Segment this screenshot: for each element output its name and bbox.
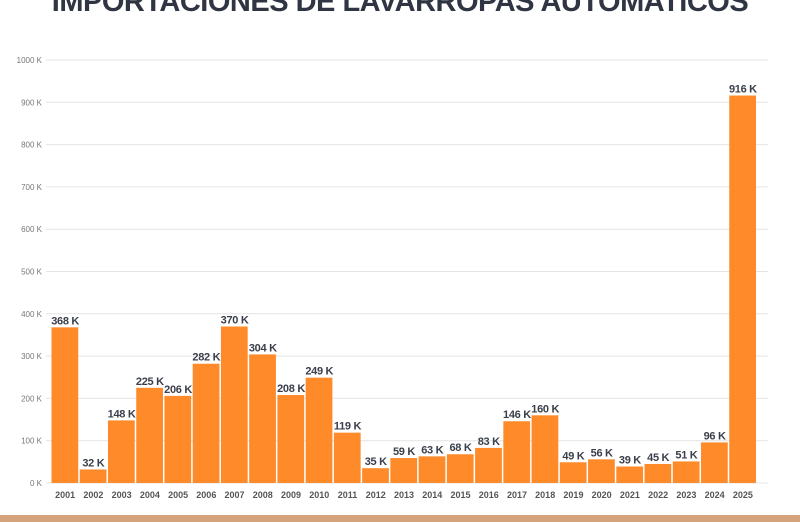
bar — [616, 466, 644, 483]
bar — [559, 462, 587, 483]
bar — [249, 354, 276, 483]
y-tick-label: 100 K — [21, 437, 43, 446]
x-tick-label: 2024 — [705, 490, 725, 500]
y-tick-label: 1000 K — [17, 56, 43, 65]
data-label: 51 K — [675, 449, 697, 461]
data-label: 160 K — [531, 403, 559, 415]
x-tick-label: 2014 — [422, 490, 442, 500]
y-tick-label: 700 K — [21, 183, 43, 192]
bar — [220, 326, 248, 483]
data-label: 96 K — [704, 430, 726, 442]
chart-title: IMPORTACIONES DE LAVARROPAS AUTOMATICOS — [51, 0, 749, 18]
y-tick-label: 900 K — [21, 98, 43, 107]
data-label: 249 K — [305, 366, 333, 378]
x-tick-label: 2007 — [225, 490, 245, 500]
x-tick-label: 2021 — [620, 490, 640, 500]
x-tick-label: 2005 — [168, 490, 188, 500]
data-label: 368 K — [51, 315, 79, 327]
data-label: 32 K — [82, 457, 104, 469]
bar — [51, 327, 79, 483]
data-label: 282 K — [192, 352, 220, 364]
data-label: 39 K — [619, 455, 641, 467]
x-tick-label: 2013 — [394, 490, 414, 500]
bar — [164, 395, 192, 483]
bar — [390, 458, 418, 483]
y-tick-label: 300 K — [21, 352, 43, 361]
x-tick-label: 2004 — [140, 490, 160, 500]
x-tick-label: 2022 — [648, 490, 668, 500]
x-tick-label: 2015 — [450, 490, 470, 500]
x-tick-label: 2018 — [535, 490, 555, 500]
x-tick-label: 2011 — [338, 490, 358, 500]
data-label: 49 K — [562, 450, 584, 462]
bar — [362, 468, 389, 483]
bar — [446, 454, 474, 483]
x-tick-label: 2006 — [196, 490, 216, 500]
x-tick-label: 2012 — [366, 490, 386, 500]
data-label: 206 K — [164, 384, 192, 396]
x-tick-label: 2003 — [112, 490, 132, 500]
x-tick-label: 2023 — [676, 490, 696, 500]
data-label: 304 K — [249, 342, 277, 354]
x-tick-label: 2016 — [479, 490, 499, 500]
x-tick-label: 2008 — [253, 490, 273, 500]
data-label: 63 K — [421, 444, 443, 456]
x-tick-label: 2010 — [309, 490, 329, 500]
x-tick-label: 2020 — [592, 490, 612, 500]
bar — [333, 432, 361, 483]
bar — [305, 377, 333, 483]
x-tick-label: 2002 — [83, 490, 103, 500]
x-tick-label: 2017 — [507, 490, 527, 500]
x-tick-label: 2025 — [733, 490, 753, 500]
y-tick-label: 800 K — [21, 141, 43, 150]
x-tick-label: 2009 — [281, 490, 301, 500]
data-label: 370 K — [221, 314, 249, 326]
data-label: 208 K — [277, 383, 305, 395]
data-label: 56 K — [591, 447, 613, 459]
bar — [588, 459, 615, 483]
bar — [729, 95, 756, 484]
x-tick-label: 2019 — [563, 490, 583, 500]
data-label: 146 K — [503, 409, 531, 421]
data-label: 916 K — [729, 84, 757, 96]
y-tick-label: 500 K — [21, 268, 43, 277]
bar — [503, 421, 531, 483]
bar — [277, 395, 305, 483]
bar — [79, 469, 107, 483]
data-label: 83 K — [478, 436, 500, 448]
data-label: 119 K — [334, 421, 362, 433]
data-label: 45 K — [647, 452, 669, 464]
data-label: 35 K — [365, 456, 387, 468]
data-label: 59 K — [393, 446, 415, 458]
data-label: 148 K — [108, 408, 136, 420]
bar — [701, 442, 728, 483]
bar — [672, 461, 700, 483]
y-tick-label: 600 K — [21, 225, 43, 234]
y-tick-label: 0 K — [30, 479, 43, 488]
bar — [644, 463, 672, 483]
bar — [136, 387, 163, 483]
bar — [107, 420, 135, 483]
x-tick-label: 2001 — [55, 490, 75, 500]
bar — [531, 415, 559, 483]
data-label: 225 K — [136, 376, 164, 388]
y-tick-label: 200 K — [21, 394, 43, 403]
data-label: 68 K — [449, 442, 471, 454]
bar — [192, 363, 220, 483]
bar — [418, 456, 446, 483]
y-tick-label: 400 K — [21, 310, 43, 319]
bottom-band — [0, 515, 800, 522]
bar — [475, 447, 502, 483]
